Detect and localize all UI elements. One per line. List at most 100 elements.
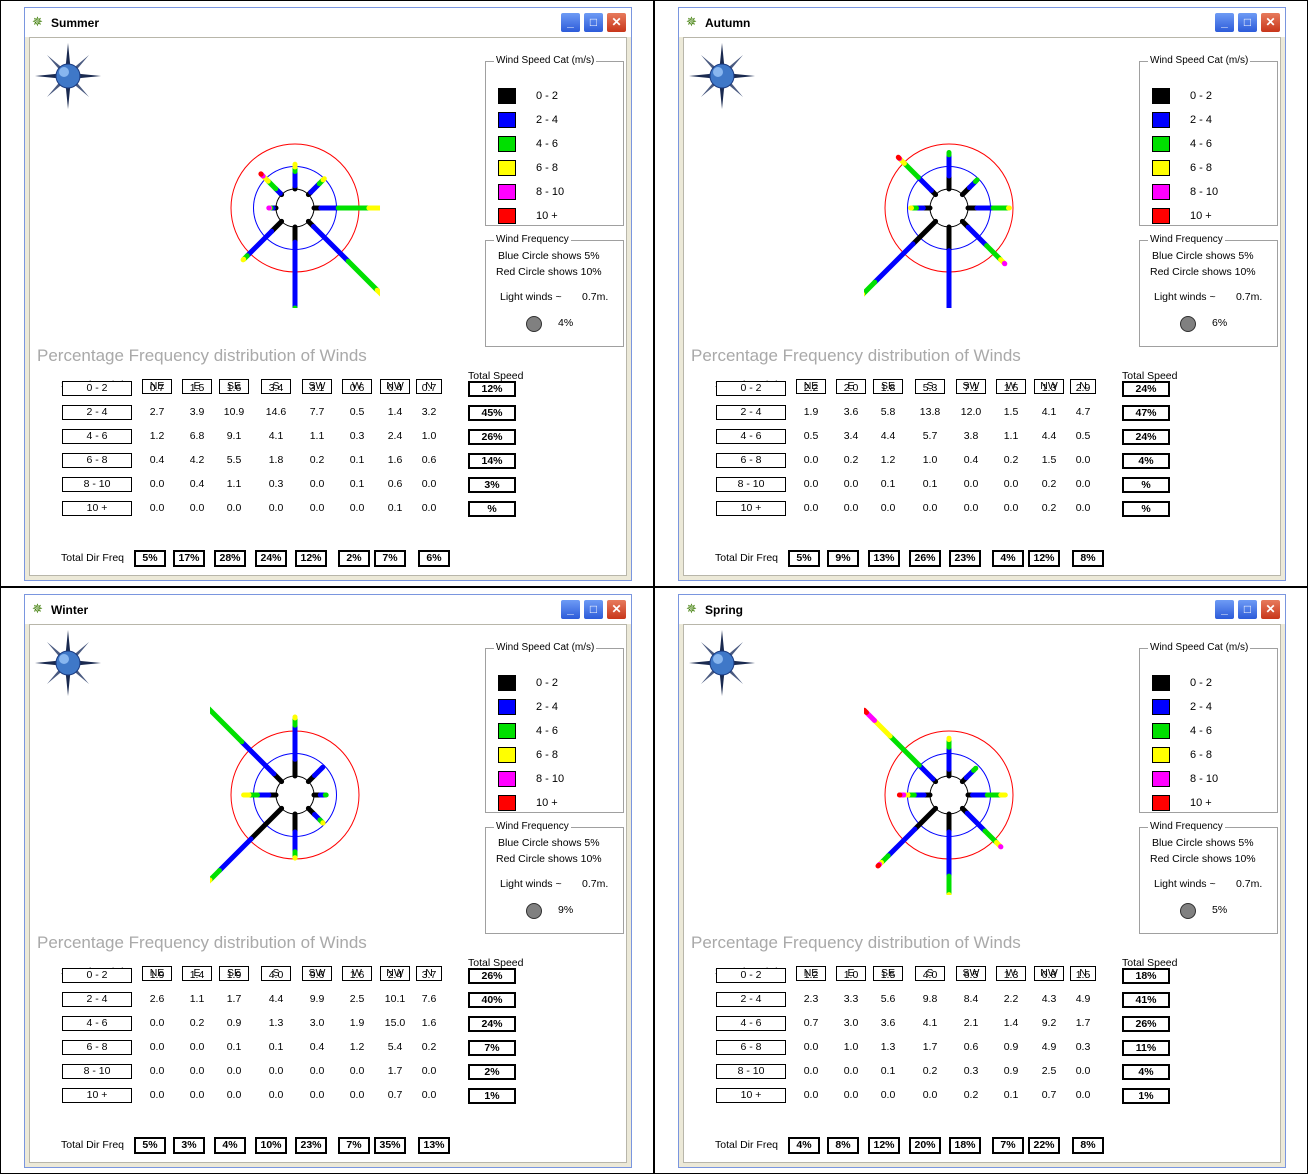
freq-value: 0.0: [843, 502, 859, 514]
freq-value: 4.4: [268, 993, 284, 1005]
dir-total: 28%: [214, 550, 246, 567]
speed-cat-label: 10 +: [716, 501, 786, 516]
maximize-button[interactable]: □: [1237, 12, 1258, 33]
rose-segment-sw-cat-1: [244, 228, 275, 259]
title-bar[interactable]: ✵ Spring _ □ ✕: [679, 595, 1285, 624]
rose-segment-sw-cat-0: [912, 805, 939, 832]
wind-rose-chart: [864, 707, 1014, 895]
title-bar[interactable]: ✵ Autumn _ □ ✕: [679, 8, 1285, 37]
freq-value: 3.4: [843, 430, 859, 442]
speed-cat-label: 6 - 8: [62, 1040, 132, 1055]
dir-total: 7%: [338, 1137, 370, 1154]
legend-swatch: [498, 675, 516, 691]
maximize-button[interactable]: □: [583, 599, 604, 620]
legend-label: 4 - 6: [1190, 725, 1213, 737]
freq-value: 3.7: [421, 969, 437, 981]
freq-value: 1.9: [803, 406, 819, 418]
dir-header-s: S: [915, 379, 945, 394]
legend-label: 4 - 6: [1190, 138, 1213, 150]
speed-cat-label: 0 - 2: [716, 381, 786, 396]
client-area: Wind Speed Cat (m/s) 0 - 2 2 - 4 4 - 6 6 - 8…: [683, 624, 1281, 1163]
dir-total: 26%: [909, 550, 941, 567]
light-winds-label: Light winds ~: [500, 291, 562, 303]
speed-total: 24%: [468, 1016, 516, 1032]
panel-cell-spring: ✵ Spring _ □ ✕ Wind Speed Cat (m/s) 0 - 2 2 - 4…: [654, 587, 1308, 1174]
legend-label: 6 - 8: [1190, 749, 1213, 761]
freq-value: 0.7: [421, 382, 437, 394]
freq-value: 0.3: [1075, 1041, 1091, 1053]
sun-icon: ✵: [32, 601, 43, 616]
wind-frequency-box: Wind Frequency Blue Circle shows 5% Red Ci…: [1139, 821, 1278, 934]
app-window: ✵ Summer _ □ ✕ Wind Speed Cat (m/s) 0 - 2 2 - 4…: [24, 7, 632, 581]
freq-value: 0.6: [963, 1041, 979, 1053]
freq-value: 7.7: [309, 406, 325, 418]
client-area: Wind Speed Cat (m/s) 0 - 2 2 - 4 4 - 6 6 - 8…: [29, 624, 627, 1163]
freq-value: 9.2: [1041, 1017, 1057, 1029]
minimize-button[interactable]: _: [560, 599, 581, 620]
freq-value: 0.0: [149, 1065, 165, 1077]
speed-cat-label: 0 - 2: [62, 968, 132, 983]
legend-swatch: [498, 112, 516, 128]
wind-frequency-title: Wind Frequency: [1148, 234, 1225, 246]
freq-value: 0.1: [880, 1065, 896, 1077]
maximize-button[interactable]: □: [583, 12, 604, 33]
freq-value: 2.4: [387, 430, 403, 442]
freq-value: 2.2: [1003, 993, 1019, 1005]
legend-label: 6 - 8: [1190, 162, 1213, 174]
speed-cat-label: 8 - 10: [716, 477, 786, 492]
speed-total: 7%: [468, 1040, 516, 1056]
freq-value: 1.0: [843, 1041, 859, 1053]
freq-value: 4.1: [922, 1017, 938, 1029]
legend-swatch: [1152, 747, 1170, 763]
minimize-button[interactable]: _: [1214, 12, 1235, 33]
close-button[interactable]: ✕: [606, 12, 627, 33]
panel-cell-winter: ✵ Winter _ □ ✕ Wind Speed Cat (m/s) 0 - 2 2 - 4…: [0, 587, 654, 1174]
freq-value: 9.8: [922, 993, 938, 1005]
legend-swatch: [1152, 160, 1170, 176]
rose-segment-ne-cat-1: [312, 764, 326, 778]
speed-total: 24%: [1122, 429, 1170, 445]
speed-cat-label: 10 +: [62, 1088, 132, 1103]
freq-value: 0.0: [268, 1089, 284, 1101]
light-winds-indicator: [526, 316, 542, 332]
minimize-button[interactable]: _: [560, 12, 581, 33]
light-winds-value: 0.7m.: [582, 291, 609, 303]
dir-total: 4%: [992, 550, 1024, 567]
light-winds-indicator: [1180, 316, 1196, 332]
freq-value: 0.2: [421, 1041, 437, 1053]
dir-total: 7%: [992, 1137, 1024, 1154]
dir-total: 5%: [788, 550, 820, 567]
red-circle-note: Red Circle shows 10%: [496, 853, 602, 865]
speed-cat-label: 6 - 8: [62, 453, 132, 468]
maximize-button[interactable]: □: [1237, 599, 1258, 620]
freq-value: 0.1: [922, 478, 938, 490]
freq-value: 3.0: [843, 1017, 859, 1029]
freq-value: 2.1: [963, 1017, 979, 1029]
freq-value: 0.9: [1003, 1065, 1019, 1077]
compass-rose-icon: [35, 630, 101, 696]
freq-value: 0.0: [803, 478, 819, 490]
minimize-button[interactable]: _: [1214, 599, 1235, 620]
freq-value: 0.4: [387, 382, 403, 394]
rose-segment-se-cat-1: [311, 224, 351, 264]
legend-label: 2 - 4: [536, 701, 559, 713]
freq-value: 4.9: [1075, 993, 1091, 1005]
total-dir-label: Total Dir Freq: [61, 552, 125, 564]
close-button[interactable]: ✕: [1260, 12, 1281, 33]
legend-swatch: [1152, 771, 1170, 787]
freq-value: 0.2: [1041, 502, 1057, 514]
freq-value: 12.0: [960, 406, 982, 418]
close-button[interactable]: ✕: [1260, 599, 1281, 620]
freq-value: 0.3: [963, 1065, 979, 1077]
rose-segment-sw-cat-1: [885, 826, 918, 859]
dir-total: 17%: [173, 550, 205, 567]
freq-value: 0.0: [268, 1065, 284, 1077]
freq-value: 0.7: [149, 382, 165, 394]
title-bar[interactable]: ✵ Winter _ □ ✕: [25, 595, 631, 624]
dir-total: 8%: [827, 1137, 859, 1154]
close-button[interactable]: ✕: [606, 599, 627, 620]
speed-total: 3%: [468, 477, 516, 493]
title-bar[interactable]: ✵ Summer _ □ ✕: [25, 8, 631, 37]
freq-value: 0.0: [1075, 478, 1091, 490]
legend-swatch: [1152, 795, 1170, 811]
